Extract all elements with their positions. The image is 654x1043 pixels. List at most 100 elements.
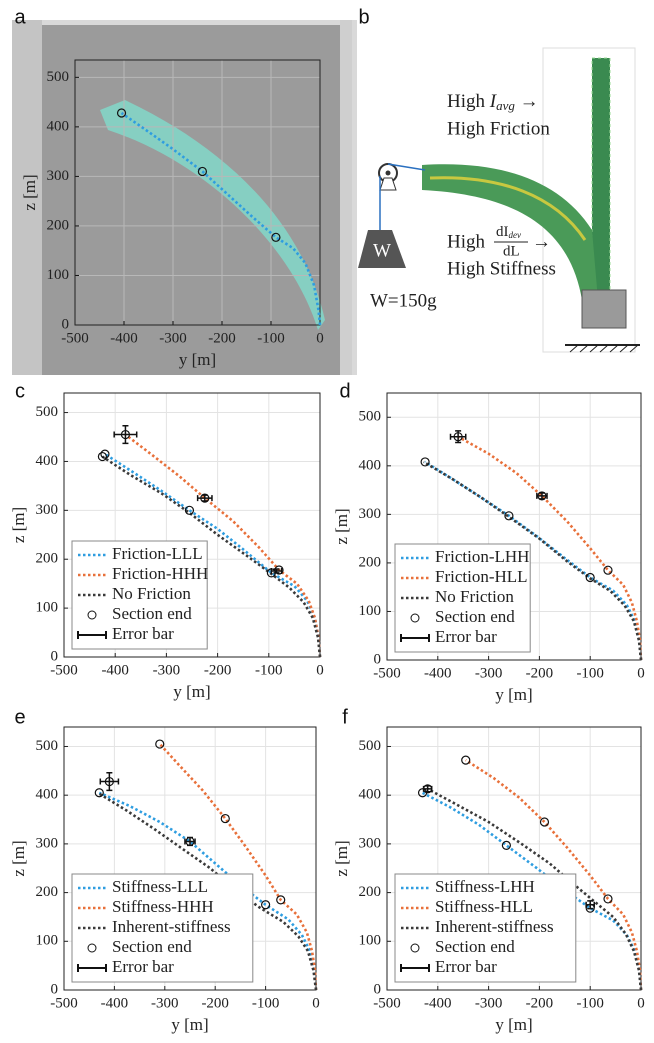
legend-swatch [400,634,430,642]
y-tick-label: 400 [359,457,382,473]
x-tick-label: -200 [201,995,229,1011]
robot-bent-section [422,164,598,300]
photo-rig-right [340,20,352,375]
y-axis-label: z [m] [9,507,28,543]
error-bar-x [449,433,467,440]
friction-cause: High Iavg → [447,91,539,116]
stiffness-result: High Stiffness [447,258,556,279]
legend-label: Stiffness-LLL [112,877,208,896]
y-tick-label: 0 [51,648,59,664]
cable [387,163,426,171]
legend-label: No Friction [112,584,191,603]
error-bar-x [113,431,138,438]
y-tick-label: 200 [47,217,70,233]
x-tick-label: -200 [204,662,232,678]
axes-box [63,726,317,991]
section-end [271,232,281,242]
x-tick-label: -400 [101,662,129,678]
legend-swatch [400,964,430,972]
panel-label: d [339,380,350,402]
arrow: → [532,231,551,252]
photo-background [12,20,357,375]
y-tick-label: 300 [359,506,382,522]
legend-box [394,873,577,983]
y-tick-label: 400 [36,787,59,803]
panel-label: c [15,380,25,402]
error-bar-x [184,838,196,845]
section-end [155,739,165,749]
x-tick-label: -300 [475,995,503,1011]
y-tick-label: 400 [36,453,59,469]
x-axis-label: y [m] [495,1015,532,1034]
robot-column [592,58,610,298]
x-tick-label: -300 [153,662,181,678]
x-tick-label: 0 [316,662,324,678]
legend-label: Friction-LHH [435,547,529,566]
photo-rig-left [12,20,42,375]
legend-label: Section end [112,937,192,956]
x-tick-label: -500 [61,330,89,346]
line [101,455,322,658]
x-tick-label: 0 [637,995,645,1011]
y-tick-label: 200 [36,551,59,567]
x-tick-label: -200 [208,330,236,346]
legend-swatch [77,964,107,972]
x-tick-label: -500 [373,665,401,681]
x-tick-label: 0 [316,330,324,346]
x-tick-label: 0 [637,665,645,681]
x-tick-label: -300 [475,665,503,681]
error-bar-x [99,778,120,785]
weight-symbol: W [373,240,391,261]
x-tick-label: -200 [526,665,554,681]
y-tick-label: 500 [47,69,70,85]
y-axis-label: z [m] [20,174,39,210]
y-tick-label: 300 [359,835,382,851]
y-tick-label: 300 [47,168,70,184]
y-axis-label: z [m] [332,840,351,876]
y-tick-label: 100 [36,600,59,616]
arrow: → [520,91,539,112]
section-end [276,895,286,905]
legend-swatch [87,610,97,620]
axes-box [74,59,321,326]
numerator: dI [496,224,509,240]
x-axis-label: y [m] [495,685,532,704]
y-tick-label: 500 [36,738,59,754]
y-tick-label: 0 [374,981,382,997]
friction-result: High Friction [447,118,550,139]
robot-silhouette [100,100,325,330]
x-axis-label: y [m] [171,1015,208,1034]
section-end [603,894,613,904]
x-tick-label: -400 [424,665,452,681]
x-tick-label: -500 [50,662,78,678]
section-end [603,565,613,575]
x-tick-label: -400 [110,330,138,346]
legend-swatch [77,631,107,639]
pulley-mount [379,177,397,191]
y-axis-label: z [m] [332,508,351,544]
error-bar-x [536,492,548,499]
legend-label: Stiffness-HHH [112,897,214,916]
error-bar-x [585,901,596,908]
y-axis-label: z [m] [9,840,28,876]
line [120,111,322,326]
line [124,433,322,658]
legend-label: Stiffness-LHH [435,877,535,896]
y-tick-label: 500 [36,404,59,420]
y-tick-label: 400 [359,787,382,803]
line [158,743,318,991]
y-tick-label: 200 [36,884,59,900]
legend-swatch [410,613,420,623]
weight-label: W=150g [370,290,437,311]
legend-swatch [410,943,420,953]
legend-label: Error bar [112,957,174,976]
error-bar-x [196,495,213,502]
panel-label: b [358,6,369,28]
stiffness-prefix: High [447,231,486,252]
y-tick-label: 0 [374,651,382,667]
legend-label: Inherent-stiffness [112,917,231,936]
y-tick-label: 0 [62,316,70,332]
chart: -500 -400 -300 -200 -100 0 0 100 200 300 400 500 y [… [9,392,324,701]
axes-box [63,392,321,658]
section-end [220,813,230,824]
